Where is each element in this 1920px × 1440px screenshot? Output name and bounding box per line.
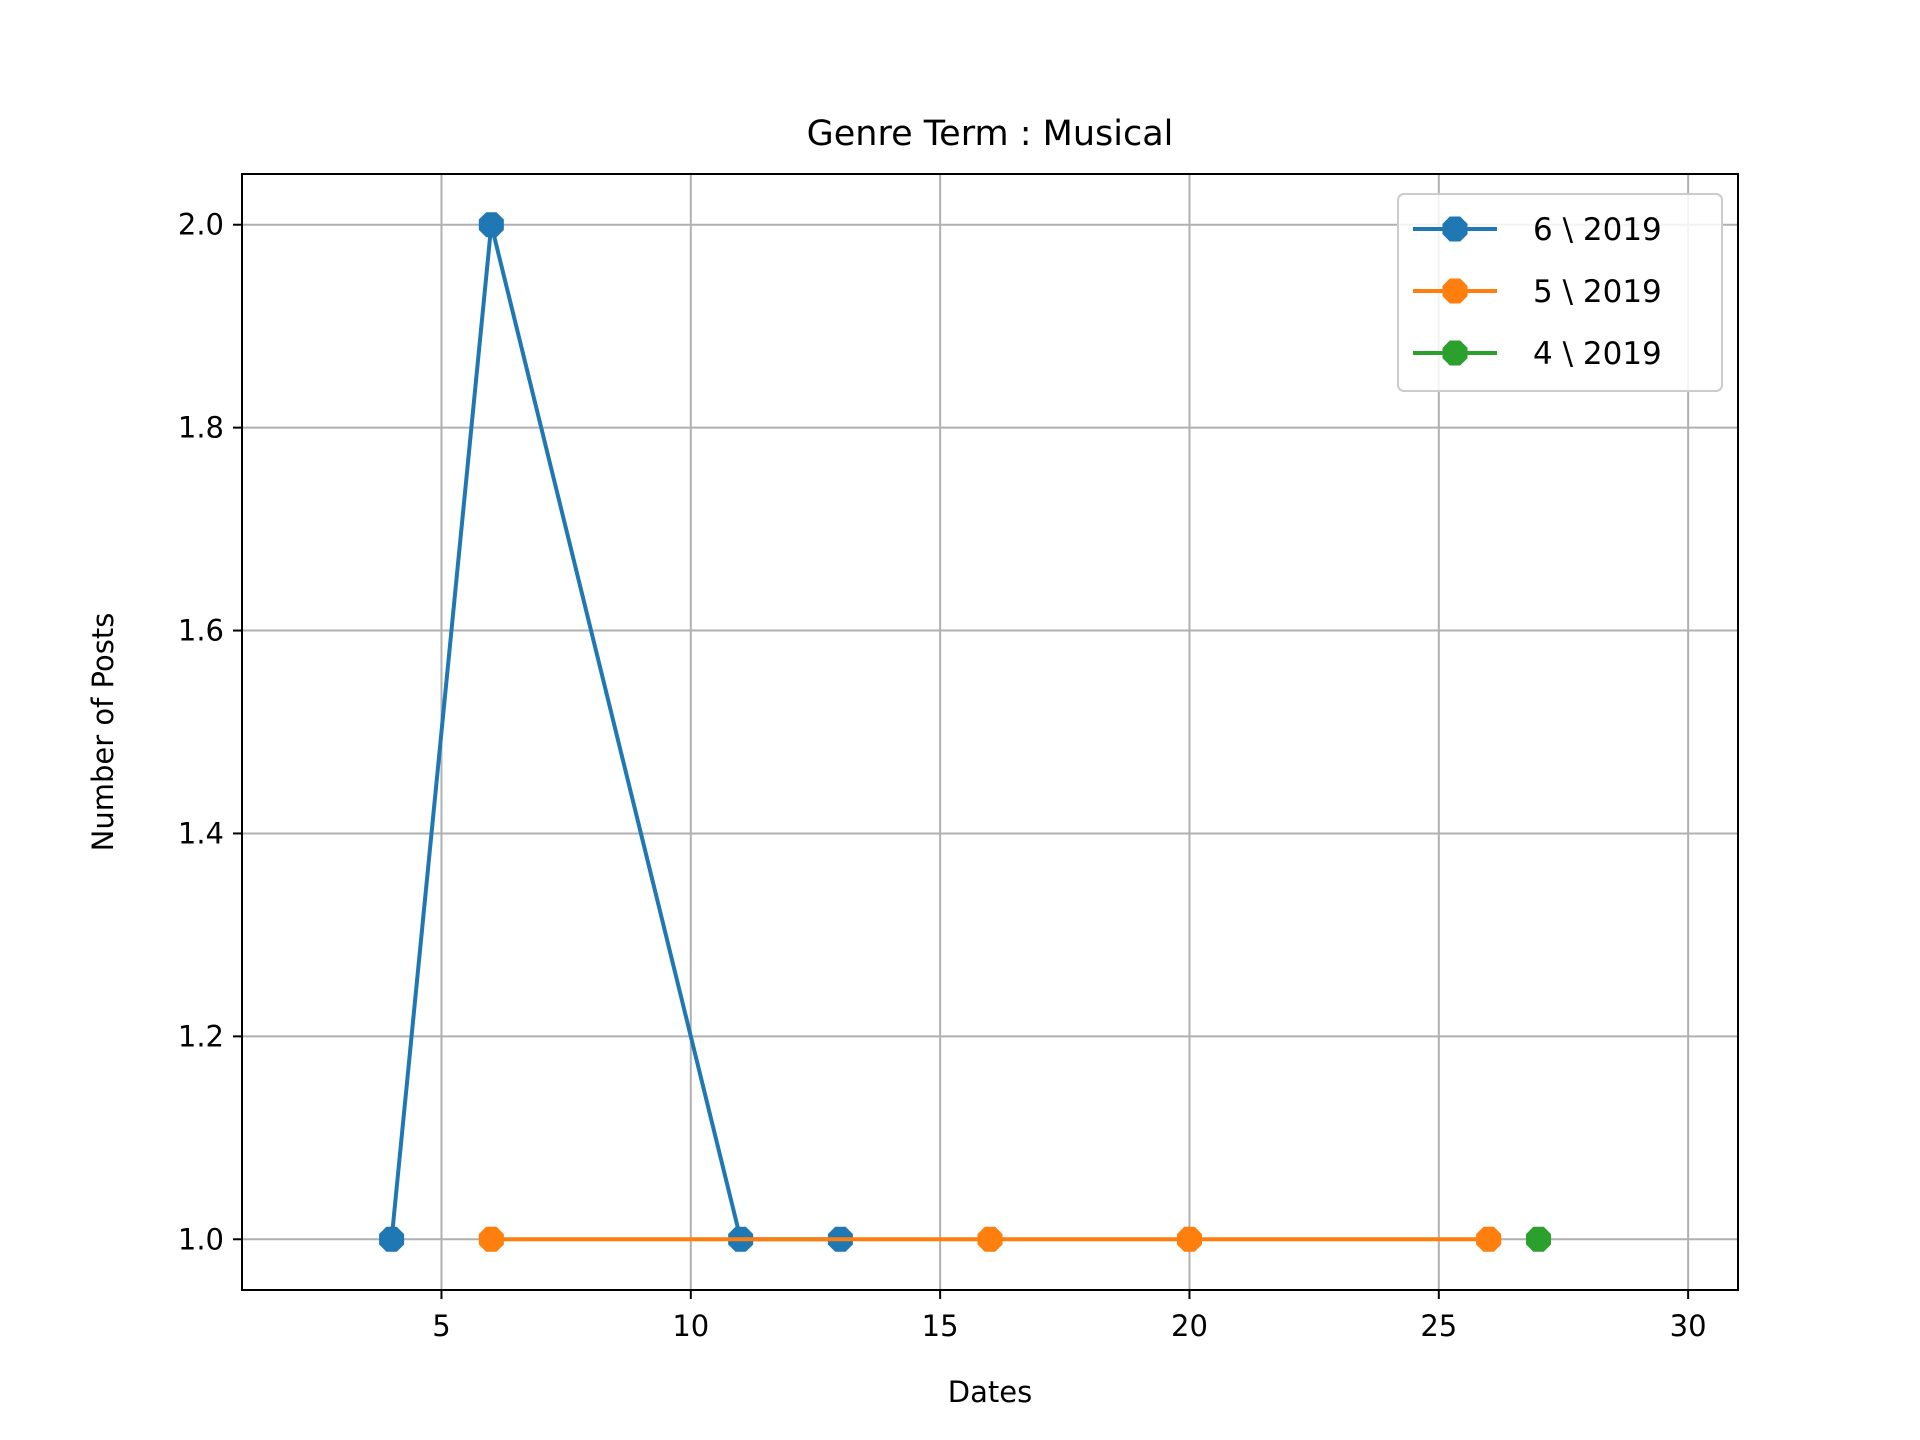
legend-marker — [1442, 278, 1468, 304]
x-tick-label: 30 — [1670, 1309, 1707, 1343]
legend-marker — [1442, 216, 1468, 242]
y-tick-label: 2.0 — [178, 208, 224, 242]
data-point — [478, 1226, 504, 1252]
data-point — [478, 212, 504, 238]
x-tick-label: 25 — [1420, 1309, 1457, 1343]
axis-ticks: 5 10 15 20 25 30 1.0 1.2 1.4 1.6 1.8 2.0 — [178, 208, 1707, 1343]
legend-item: 4 \ 2019 — [1413, 336, 1662, 372]
legend: 6 \ 2019 5 \ 2019 4 \ 2019 — [1397, 193, 1723, 392]
data-point — [1526, 1226, 1552, 1252]
data-point — [1476, 1226, 1502, 1252]
x-tick-label: 15 — [922, 1309, 959, 1343]
series-3 — [1526, 1226, 1552, 1252]
legend-label: 5 \ 2019 — [1533, 274, 1662, 310]
legend-marker — [1442, 340, 1468, 366]
data-point — [977, 1226, 1003, 1252]
y-tick-label: 1.0 — [178, 1222, 224, 1256]
series-group — [379, 212, 1552, 1252]
y-tick-label: 1.6 — [178, 614, 224, 648]
data-point — [1176, 1226, 1202, 1252]
data-point — [379, 1226, 405, 1252]
grid — [242, 174, 1738, 1290]
y-tick-label: 1.4 — [178, 816, 224, 850]
x-axis-label: Dates — [948, 1375, 1032, 1409]
y-tick-label: 1.8 — [178, 411, 224, 445]
legend-label: 6 \ 2019 — [1533, 212, 1662, 248]
series-2 — [478, 1226, 1502, 1252]
y-tick-label: 1.2 — [178, 1019, 224, 1053]
chart-title: Genre Term : Musical — [807, 114, 1174, 154]
legend-item: 5 \ 2019 — [1413, 274, 1662, 310]
legend-label: 4 \ 2019 — [1533, 336, 1662, 372]
legend-box — [1397, 193, 1723, 392]
plot-frame — [241, 173, 1739, 1291]
legend-item: 6 \ 2019 — [1413, 212, 1662, 248]
x-tick-label: 20 — [1171, 1309, 1208, 1343]
y-axis-label: Number of Posts — [86, 613, 120, 852]
x-tick-label: 5 — [432, 1309, 450, 1343]
x-tick-label: 10 — [672, 1309, 709, 1343]
